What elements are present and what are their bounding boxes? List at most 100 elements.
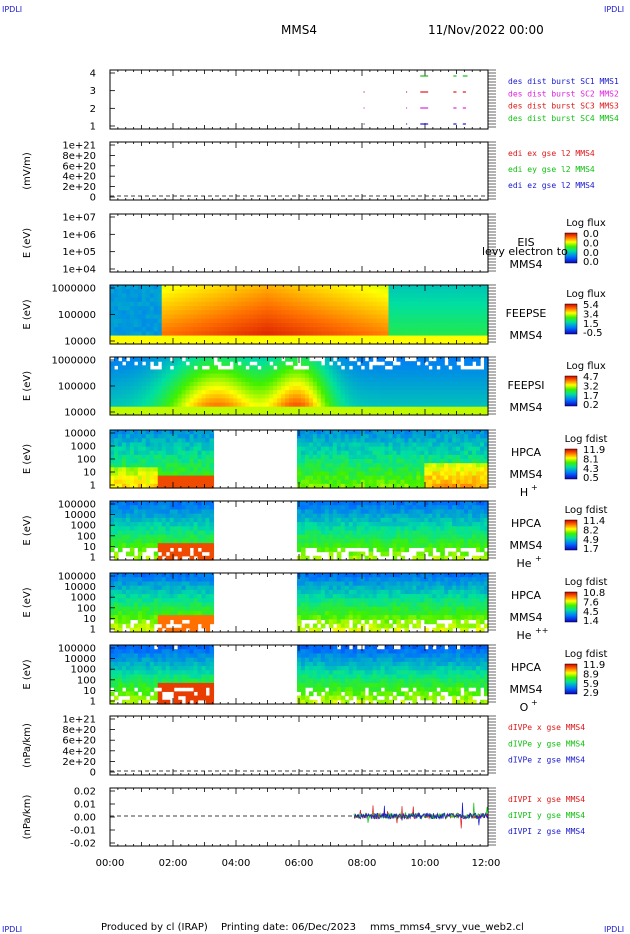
spectrogram-cell bbox=[312, 534, 318, 540]
spectrogram-cell bbox=[265, 386, 270, 391]
spectrogram-cell bbox=[464, 293, 469, 299]
spectrogram-cell bbox=[396, 306, 402, 311]
spectrogram-cell bbox=[468, 483, 473, 489]
spectrogram-cell bbox=[221, 310, 226, 316]
spectrogram-cell bbox=[153, 357, 159, 362]
spectrogram-cell bbox=[269, 318, 274, 324]
spectrogram-cell bbox=[181, 394, 187, 400]
spectrogram-cell bbox=[237, 365, 242, 371]
spectrogram-cell bbox=[316, 471, 322, 477]
spectrogram-cell bbox=[348, 318, 354, 324]
spectrogram-cell bbox=[352, 517, 358, 523]
spectrogram-cell bbox=[113, 430, 119, 435]
spectrogram-cell bbox=[173, 526, 179, 532]
spectrogram-cell bbox=[320, 505, 326, 511]
spectrogram-cell bbox=[320, 365, 326, 371]
spectrogram-cell bbox=[392, 471, 398, 477]
spectrogram-cell bbox=[408, 459, 413, 464]
spectrogram-cell bbox=[145, 398, 151, 404]
spectrogram-cell bbox=[149, 438, 155, 444]
spectrogram-cell bbox=[209, 501, 215, 506]
spectrogram-cell bbox=[380, 339, 386, 345]
spectrogram-cell bbox=[356, 543, 362, 548]
spectrogram-cell bbox=[312, 517, 318, 523]
spectrogram-cell bbox=[129, 322, 135, 328]
spectrogram-cell bbox=[169, 377, 175, 383]
spectrogram-cell bbox=[412, 454, 417, 460]
spectrogram-cell bbox=[464, 377, 469, 383]
spectrogram-cell bbox=[424, 434, 429, 439]
spectrogram-cell bbox=[428, 306, 433, 311]
spectrogram-cell bbox=[209, 373, 215, 379]
spectrogram-cell bbox=[173, 513, 179, 519]
spectrogram-cell bbox=[297, 394, 302, 400]
spectrogram-cell bbox=[265, 322, 270, 328]
spectrogram-cell bbox=[360, 402, 366, 408]
spectrogram-cell bbox=[420, 285, 425, 290]
spectrogram-cell bbox=[293, 306, 298, 311]
spectrogram-cell bbox=[472, 339, 477, 345]
spectrogram-cell bbox=[129, 410, 135, 416]
spectrogram-cell bbox=[197, 373, 203, 379]
spectrogram-cell bbox=[360, 322, 366, 328]
spectrogram-cell bbox=[217, 402, 223, 408]
spectrogram-cell bbox=[352, 446, 358, 452]
spectrogram-cell bbox=[328, 513, 334, 519]
spectrogram-cell bbox=[416, 406, 421, 412]
spectrogram-cell bbox=[312, 471, 318, 477]
spectrogram-cell bbox=[416, 442, 421, 448]
spectrogram-cell bbox=[476, 442, 481, 448]
spectrogram-cell bbox=[456, 402, 461, 408]
spectrogram-cell bbox=[400, 289, 406, 295]
spectrogram-cell bbox=[460, 327, 465, 332]
spectrogram-cell bbox=[141, 306, 147, 311]
spectrogram-cell bbox=[416, 446, 421, 452]
spectrogram-cell bbox=[308, 509, 314, 515]
spectrogram-cell bbox=[300, 390, 306, 395]
spectrogram-cell bbox=[312, 335, 318, 341]
spectrogram-cell bbox=[476, 434, 481, 439]
spectrogram-cell bbox=[177, 410, 183, 416]
spectrogram-cell bbox=[110, 501, 115, 506]
spectrogram-cell bbox=[300, 386, 306, 391]
spectrogram-cell bbox=[344, 327, 350, 332]
spectrogram-cell bbox=[472, 398, 477, 404]
spectrogram-cell bbox=[368, 450, 374, 456]
spectrogram-cell bbox=[205, 538, 211, 544]
spectrogram-cell bbox=[201, 479, 207, 485]
spectrogram-cell bbox=[388, 442, 394, 448]
spectrogram-cell bbox=[432, 285, 437, 290]
spectrogram-cell bbox=[153, 293, 159, 299]
spectrogram-cell bbox=[125, 501, 131, 506]
spectrogram-cell bbox=[121, 373, 127, 379]
spectrogram-cell bbox=[360, 483, 366, 489]
spectrogram-cell bbox=[189, 543, 195, 548]
spectrogram-cell bbox=[201, 475, 207, 481]
spectrogram-cell bbox=[428, 471, 433, 477]
spectrogram-cell bbox=[456, 289, 461, 295]
spectrogram-cell bbox=[456, 369, 461, 375]
spectrogram-cell bbox=[424, 335, 429, 341]
spectrogram-cell bbox=[380, 483, 386, 489]
spectrogram-cell bbox=[464, 483, 469, 489]
spectrogram-cell bbox=[328, 310, 334, 316]
spectrogram-cell bbox=[340, 475, 346, 481]
spectrogram-cell bbox=[157, 301, 163, 307]
spectrogram-cell bbox=[265, 365, 270, 371]
spectrogram-cell bbox=[141, 297, 147, 303]
spectrogram-cell bbox=[297, 534, 302, 540]
spectrogram-cell bbox=[181, 483, 187, 489]
spectrogram-cell bbox=[113, 501, 119, 506]
spectrogram-cell bbox=[209, 331, 215, 337]
spectrogram-cell bbox=[153, 339, 159, 345]
spectrogram-cell bbox=[352, 442, 358, 448]
spectrogram-cell bbox=[245, 386, 250, 391]
spectrogram-cell bbox=[281, 331, 286, 337]
spectrogram-cell bbox=[480, 434, 485, 439]
spectrogram-cell bbox=[324, 463, 330, 468]
spectrogram-cell bbox=[149, 306, 155, 311]
spectrogram-cell bbox=[384, 285, 390, 290]
date-title: 11/Nov/2022 00:00 bbox=[428, 23, 544, 37]
spectrogram-cell bbox=[416, 327, 421, 332]
spectrogram-cell bbox=[129, 543, 135, 548]
